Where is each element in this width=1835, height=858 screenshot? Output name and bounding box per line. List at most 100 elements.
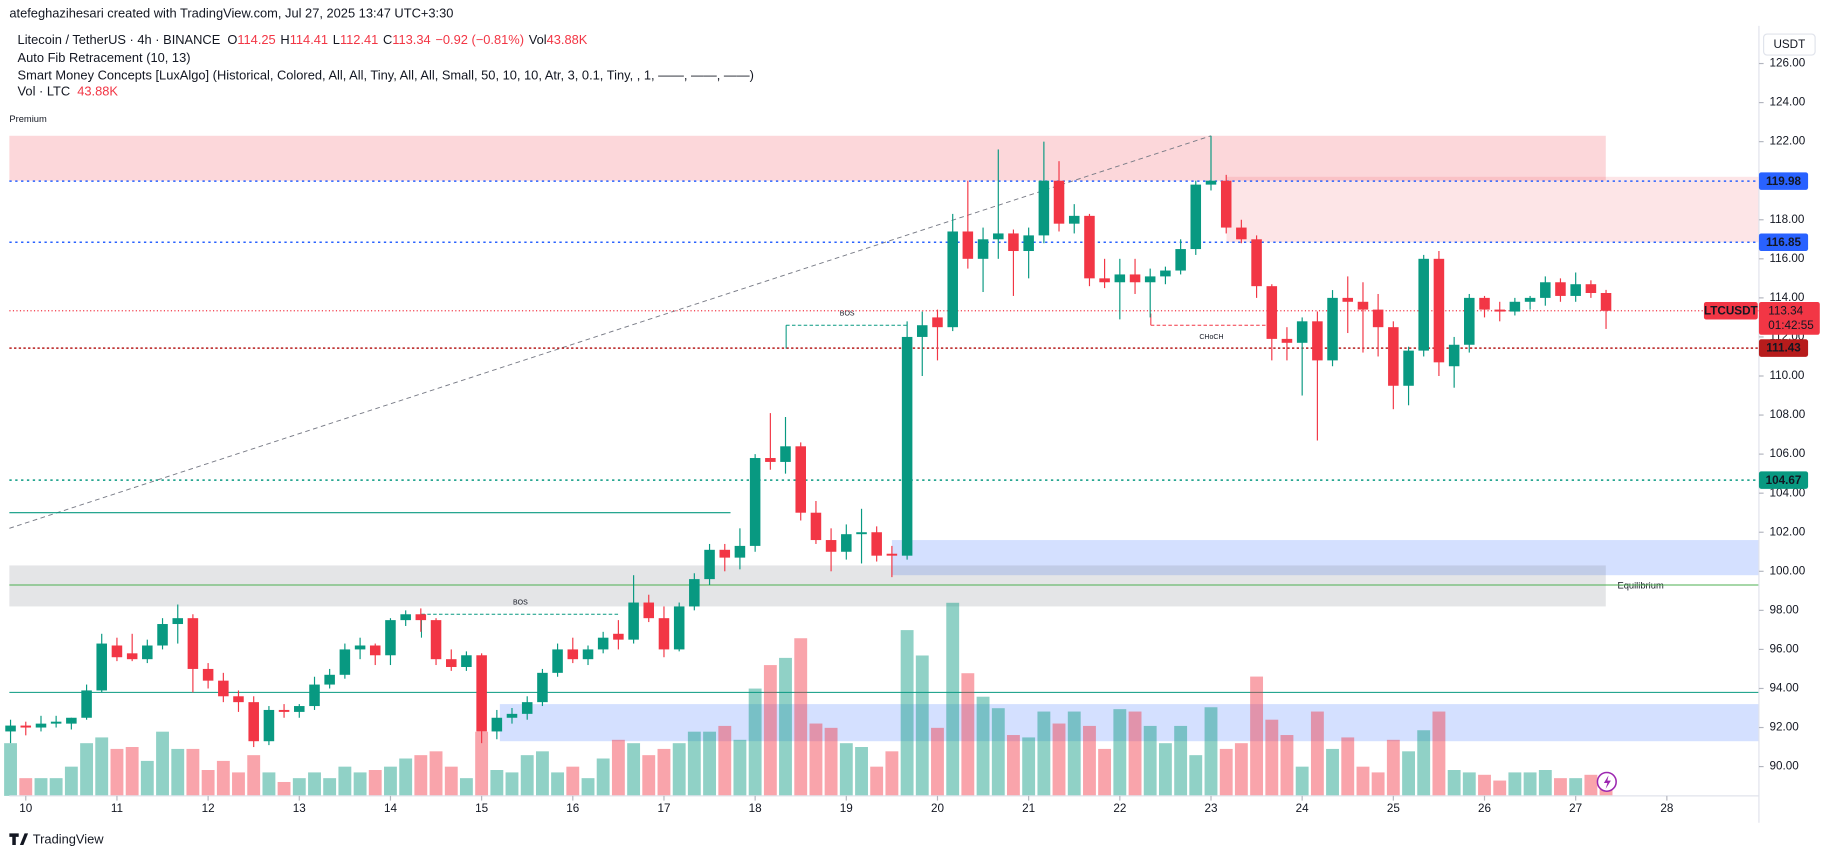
volume-bar	[171, 748, 185, 796]
volume-bar	[125, 747, 139, 796]
y-tick-label: 94.00	[1769, 682, 1799, 695]
candle-body	[35, 723, 47, 728]
fib-line	[9, 135, 1212, 529]
candle-body	[187, 618, 199, 669]
volume-bar	[657, 748, 671, 796]
ohlc-low: 112.41	[340, 32, 378, 47]
structure-label: BOS	[840, 310, 855, 317]
candle-body	[567, 649, 579, 660]
y-tick-label: 108.00	[1769, 408, 1805, 421]
ohlc-change: −0.92 (−0.81%)	[435, 32, 524, 47]
candle-body	[142, 645, 153, 660]
candle-body	[719, 549, 731, 558]
zone	[9, 135, 1606, 181]
candle-body	[856, 532, 867, 535]
volume-bar	[368, 770, 382, 796]
volume-bar	[1174, 725, 1188, 796]
volume-bar	[414, 755, 428, 796]
candle-body	[1494, 309, 1505, 312]
volume-bar	[687, 731, 701, 796]
candle-body	[1357, 301, 1369, 310]
candle-body	[1403, 350, 1414, 386]
candle-body	[1448, 344, 1460, 367]
volume-bar	[900, 630, 914, 796]
y-tick-label: 92.00	[1769, 721, 1799, 734]
candle-body	[810, 512, 822, 541]
volume-bar	[536, 751, 549, 796]
candle-body	[1023, 235, 1034, 252]
volume-bar	[1478, 774, 1491, 796]
volume-bar	[1447, 770, 1461, 796]
volume-bar	[1326, 748, 1339, 796]
y-tick-label: 126.00	[1769, 57, 1805, 70]
candle-body	[278, 709, 290, 712]
candle-body	[1296, 321, 1308, 343]
volume-bar	[1098, 748, 1112, 796]
candle-body	[1266, 286, 1278, 339]
volume-bar	[384, 766, 397, 796]
candle-body	[977, 239, 989, 259]
candle-body	[506, 713, 518, 718]
volume-bar	[1523, 772, 1537, 796]
candle-body	[704, 549, 715, 580]
candle-body	[673, 606, 685, 650]
price-tag-label: 119.98	[1766, 175, 1802, 188]
candle-body	[628, 602, 639, 640]
volume-bar	[64, 766, 78, 796]
volume-bar	[672, 743, 686, 796]
volume-bar	[870, 766, 884, 796]
candle-body	[765, 458, 776, 462]
candle-body	[1190, 184, 1202, 250]
volume-bar	[1250, 676, 1264, 796]
candle-body	[947, 231, 958, 328]
candle-body	[613, 633, 624, 640]
volume-bar	[855, 747, 868, 796]
volume-bar	[566, 766, 580, 796]
y-tick-label: 98.00	[1769, 603, 1799, 616]
last-price-tag	[1758, 301, 1820, 335]
ohlc-letter: O	[227, 32, 237, 47]
candle-body	[309, 684, 320, 707]
ohlc-open: 114.25	[237, 32, 275, 47]
volume-bar	[292, 778, 306, 796]
price-tag	[1758, 471, 1809, 489]
candle-body	[1312, 321, 1323, 361]
candle-body	[1585, 284, 1597, 294]
candle-body	[202, 668, 214, 681]
volume-bar	[4, 743, 17, 796]
y-tick-label: 102.00	[1769, 525, 1805, 538]
volume-bar	[1219, 748, 1233, 796]
credit: atefeghazihesari created with TradingVie…	[9, 6, 453, 21]
vol-value: 43.88K	[77, 84, 118, 99]
structure-label: CHoCH	[1199, 334, 1223, 341]
volume-bar	[794, 638, 808, 796]
price-tag-label: 116.85	[1766, 236, 1802, 249]
volume-bar	[1508, 772, 1522, 796]
brand: TradingView	[9, 832, 104, 847]
volume-bar	[1234, 743, 1248, 796]
candle-body	[1220, 180, 1232, 228]
volume-bar	[839, 743, 853, 796]
volume-bar	[581, 778, 595, 796]
volume-bar	[1022, 737, 1036, 796]
volume-bar	[216, 760, 230, 796]
candle-body	[780, 446, 791, 462]
price-tag-label: 111.43	[1766, 342, 1801, 355]
y-tick-label: 116.00	[1769, 252, 1804, 265]
volume-bar	[338, 766, 352, 796]
candle-body	[1372, 309, 1384, 328]
candle-body	[1479, 297, 1490, 310]
x-tick-label: 12	[202, 802, 215, 815]
x-tick-label: 20	[931, 802, 945, 815]
price-tag-label: 104.67	[1766, 474, 1802, 487]
volume-bar	[140, 760, 154, 796]
volume-bar	[763, 665, 777, 796]
volume-bar	[34, 778, 48, 796]
currency-box[interactable]	[1763, 33, 1816, 56]
volume-bar	[976, 696, 990, 796]
brand-name: TradingView	[33, 832, 104, 847]
volume-bar	[1143, 725, 1157, 796]
replay-icon[interactable]	[1596, 771, 1617, 792]
